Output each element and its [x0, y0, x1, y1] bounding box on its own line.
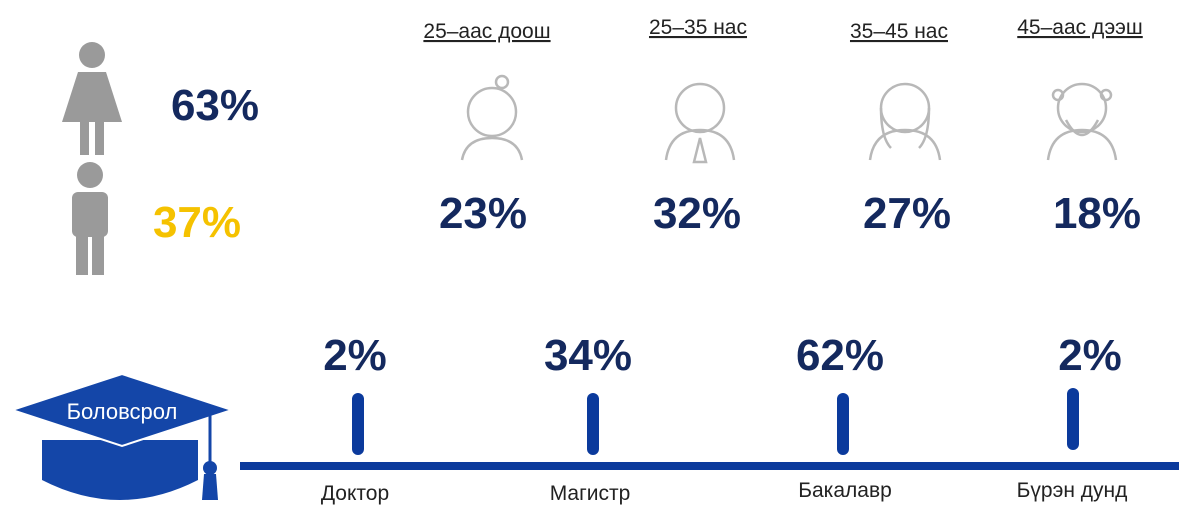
education-label: Бакалавр	[798, 479, 892, 502]
education-title: Боловсрол	[67, 399, 178, 424]
timeline-ticks	[352, 388, 1079, 455]
education-percent: 34%	[544, 331, 632, 380]
male-icon	[72, 162, 108, 275]
female-icon	[62, 42, 122, 155]
age-percent: 23%	[439, 189, 527, 238]
age-label: 45–аас дээш	[1017, 16, 1143, 39]
graduation-cap	[8, 372, 236, 500]
education-label: Магистр	[550, 482, 631, 505]
age-percent: 27%	[863, 189, 951, 238]
female-percent: 63%	[171, 81, 259, 130]
age-label: 35–45 нас	[850, 20, 948, 43]
education-percent: 62%	[796, 331, 884, 380]
education-percent: 2%	[323, 331, 387, 380]
age-label: 25–аас доош	[423, 20, 550, 43]
timeline	[240, 462, 1179, 470]
education-percent: 2%	[1058, 331, 1122, 380]
age-icons	[460, 74, 1118, 164]
age-percent: 18%	[1053, 189, 1141, 238]
age-label: 25–35 нас	[649, 16, 747, 39]
male-percent: 37%	[153, 198, 241, 247]
education-label: Бүрэн дунд	[1017, 479, 1128, 502]
age-percent: 32%	[653, 189, 741, 238]
education-label: Доктор	[321, 482, 389, 505]
